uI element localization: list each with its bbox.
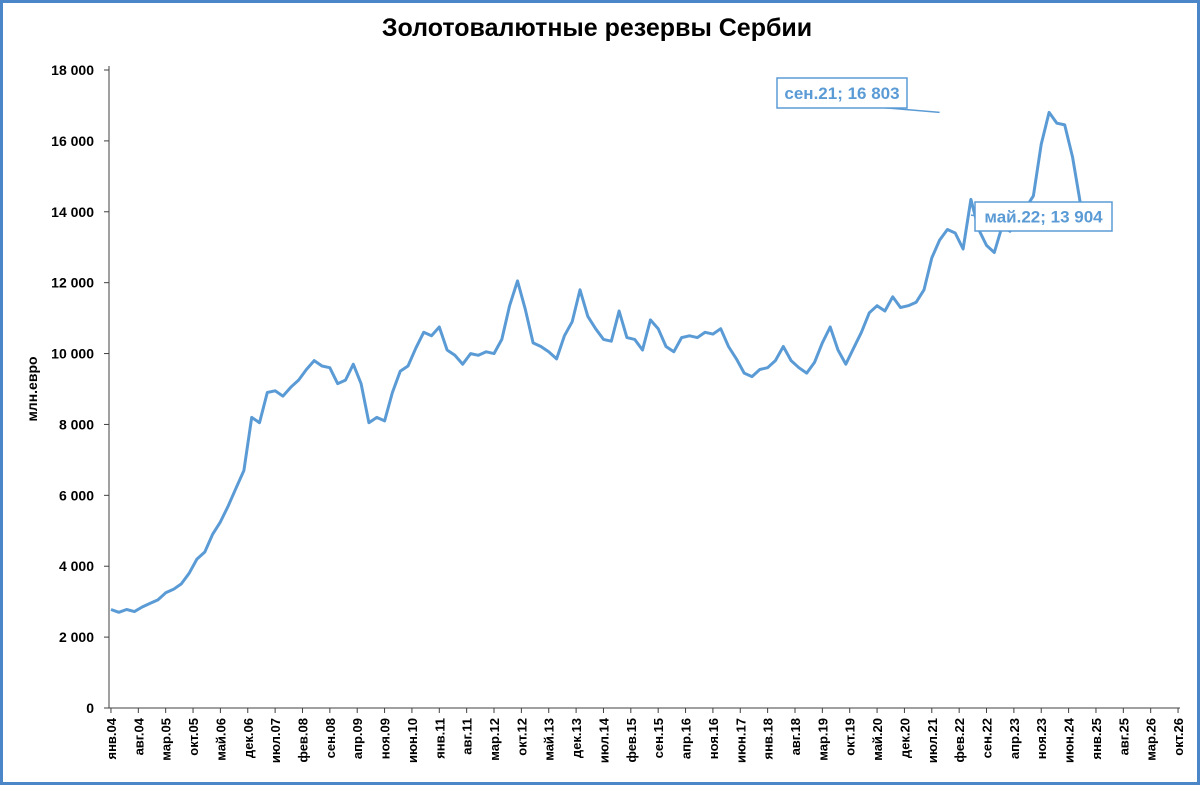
x-tick-label: мар.12: [487, 718, 502, 761]
callout-box: [974, 201, 1113, 232]
x-tick-label: окт.12: [514, 718, 529, 756]
chart-title: Золотовалютные резервы Сербии: [381, 14, 813, 42]
x-tick-label: дек.06: [241, 718, 256, 758]
y-axis-label: млн.евро: [24, 356, 40, 421]
x-tick-label: дек.20: [897, 718, 912, 758]
x-tick-label: авг.04: [131, 717, 146, 755]
x-tick-label: авг.18: [788, 718, 803, 755]
reserves-series-line: [110, 110, 1090, 614]
x-tick-label: май.06: [213, 718, 228, 761]
y-tick-label: 16 000: [51, 133, 94, 149]
x-tick-label: мар.05: [159, 718, 174, 761]
callout-label: май.22; 13 904: [984, 208, 1103, 227]
callout-label: сен.21; 16 803: [784, 84, 899, 103]
x-tick-label: фев.15: [624, 718, 639, 763]
x-tick-label: апр.16: [679, 718, 694, 759]
x-tick-label: ноя.09: [378, 718, 393, 759]
x-tick-label: ноя.16: [706, 718, 721, 759]
y-tick-label: 10 000: [51, 346, 94, 362]
y-tick-label: 18 000: [51, 62, 94, 78]
x-tick-label: дек.13: [569, 718, 584, 758]
x-tick-label: сен.08: [323, 718, 338, 758]
y-tick-label: 8 000: [59, 416, 94, 432]
x-tick-label: апр.09: [350, 718, 365, 759]
x-tick-label: ноя.23: [1034, 718, 1049, 759]
x-tick-label: сен.15: [651, 718, 666, 758]
x-tick-label: мар.26: [1144, 718, 1159, 761]
x-tick-label: фев.22: [952, 718, 967, 763]
x-tick-label: фев.08: [295, 718, 310, 763]
x-tick-label: май.13: [542, 718, 557, 761]
x-tick-label: июн.10: [405, 718, 420, 763]
x-tick-label: окт.19: [843, 718, 858, 756]
y-tick-label: 2 000: [59, 629, 94, 645]
x-tick-label: окт.26: [1171, 718, 1186, 756]
x-tick-label: июн.24: [1062, 717, 1077, 763]
x-tick-label: янв.04: [104, 717, 119, 759]
y-tick-label: 12 000: [51, 275, 94, 291]
y-tick-label: 0: [86, 700, 94, 716]
x-tick-label: июл.14: [596, 717, 611, 763]
y-tick-label: 6 000: [59, 487, 94, 503]
x-tick-label: май.20: [870, 718, 885, 761]
x-tick-label: сен.22: [980, 718, 995, 758]
y-tick-label: 14 000: [51, 204, 94, 220]
x-tick-label: июл.21: [925, 718, 940, 763]
x-tick-label: авг.11: [460, 718, 475, 755]
x-tick-label: июл.07: [268, 718, 283, 763]
callout-box: [776, 77, 908, 109]
x-tick-label: янв.11: [432, 718, 447, 759]
x-tick-label: авг.25: [1116, 718, 1131, 755]
y-tick-label: 4 000: [59, 558, 94, 574]
x-tick-label: июн.17: [733, 718, 748, 763]
x-tick-label: янв.18: [761, 718, 776, 760]
x-tick-label: окт.05: [186, 718, 201, 756]
x-tick-label: янв.25: [1089, 718, 1104, 760]
x-tick-label: мар.19: [815, 718, 830, 761]
x-tick-label: апр.23: [1007, 718, 1022, 759]
